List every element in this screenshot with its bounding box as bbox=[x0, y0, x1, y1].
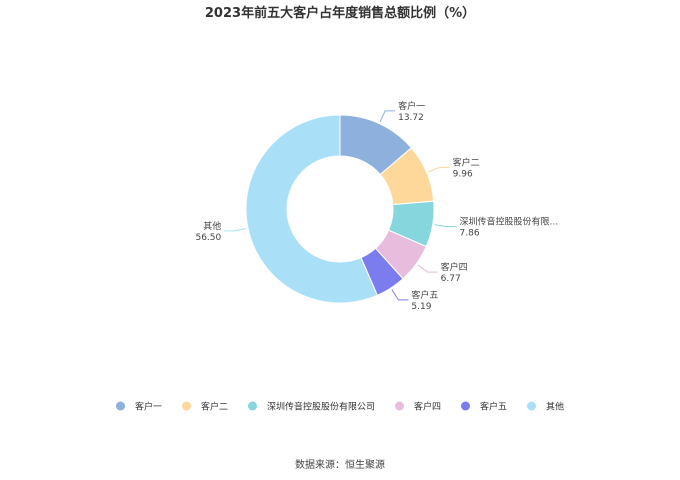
legend-marker bbox=[182, 401, 191, 411]
leader-line-6 bbox=[224, 227, 247, 232]
legend-item-4[interactable]: 客户四 bbox=[395, 401, 441, 413]
slice-value-4: 6.77 bbox=[441, 274, 461, 284]
slice-value-1: 13.72 bbox=[398, 113, 424, 123]
legend-label: 客户二 bbox=[201, 401, 228, 413]
slice-value-2: 9.96 bbox=[453, 169, 473, 179]
leader-line-1 bbox=[379, 110, 396, 122]
slice-6 bbox=[245, 114, 378, 304]
legend-item-5[interactable]: 客户五 bbox=[461, 401, 507, 413]
legend-marker bbox=[116, 401, 125, 411]
legend-marker bbox=[461, 401, 470, 411]
leader-line-5 bbox=[391, 289, 409, 301]
legend-label: 其他 bbox=[546, 401, 564, 413]
leader-line-3 bbox=[434, 224, 457, 228]
legend-marker bbox=[395, 401, 404, 411]
legend-item-6[interactable]: 其他 bbox=[527, 401, 564, 413]
slice-label-3: 深圳传音控股股份有限... bbox=[460, 216, 559, 228]
leader-line-4 bbox=[417, 264, 438, 273]
chart-title: 2023年前五大客户占年度销售总额比例（%） bbox=[205, 5, 475, 21]
slice-value-6: 56.50 bbox=[195, 233, 221, 243]
slice-label-6: 其他 bbox=[203, 220, 221, 232]
legend-label: 客户五 bbox=[480, 401, 507, 413]
slice-label-1: 客户一 bbox=[398, 100, 425, 112]
slice-value-5: 5.19 bbox=[411, 302, 431, 312]
legend-label: 客户四 bbox=[414, 401, 441, 413]
legend-marker bbox=[527, 401, 536, 411]
legend-label: 客户一 bbox=[135, 401, 162, 413]
legend-label: 深圳传音控股股份有限公司 bbox=[267, 401, 375, 413]
slice-label-2: 客户二 bbox=[453, 156, 480, 168]
legend: 客户一 客户二 深圳传音控股股份有限公司 客户四 客户五 其他 bbox=[116, 401, 564, 413]
legend-marker bbox=[248, 401, 257, 411]
legend-item-2[interactable]: 客户二 bbox=[182, 401, 228, 413]
donut-slices bbox=[245, 114, 435, 304]
leader-line-2 bbox=[428, 166, 450, 173]
slice-label-5: 客户五 bbox=[411, 289, 438, 301]
legend-item-1[interactable]: 客户一 bbox=[116, 401, 162, 413]
slice-label-4: 客户四 bbox=[441, 261, 468, 273]
data-source: 数据来源：恒生聚源 bbox=[295, 458, 385, 471]
legend-item-3[interactable]: 深圳传音控股股份有限公司 bbox=[248, 401, 375, 413]
slice-value-3: 7.86 bbox=[460, 229, 480, 239]
